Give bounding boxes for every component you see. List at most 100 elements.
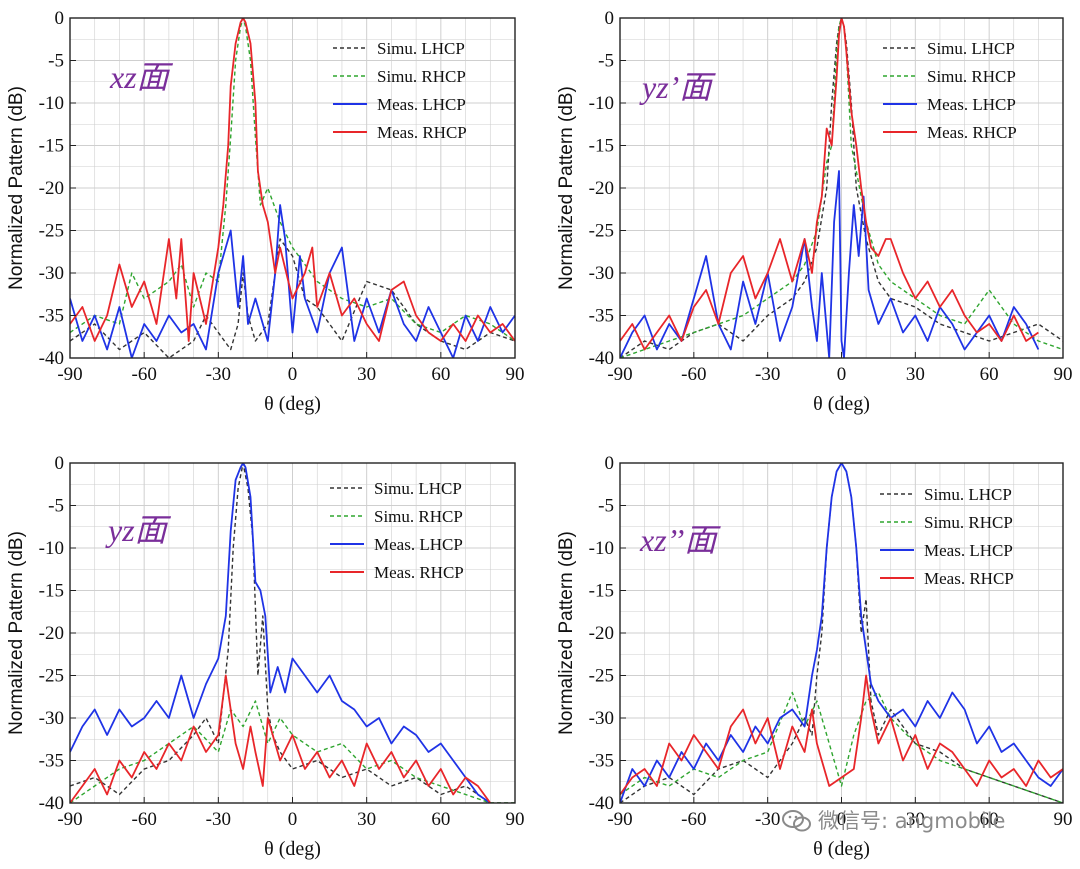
y-tick-label: -25 — [39, 666, 64, 687]
y-tick-label: 0 — [605, 8, 615, 29]
y-tick-label: -15 — [589, 136, 614, 157]
legend-label-simu-lhcp: Simu. LHCP — [927, 39, 1015, 58]
y-tick-label: -25 — [39, 221, 64, 242]
y-axis-label: Normalized Pattern (dB) — [556, 86, 577, 290]
x-tick-label: 90 — [1054, 809, 1073, 830]
y-tick-label: -35 — [39, 306, 64, 327]
legend-label-simu-lhcp: Simu. LHCP — [377, 39, 465, 58]
x-tick-label: -90 — [607, 809, 632, 830]
y-tick-label: -35 — [589, 751, 614, 772]
chart-panel-top-right: -90 -60 -30 0 30 60 90 0 -5 -10 -15 -20 -25 -30 -35 -40… — [556, 8, 1073, 415]
x-tick-label: 60 — [431, 364, 450, 385]
x-tick-label: -30 — [206, 364, 231, 385]
legend: Simu. LHCP Simu. RHCP Meas. LHCP Meas. RHCP — [883, 39, 1017, 142]
y-tick-label: -20 — [589, 623, 614, 644]
legend: Simu. LHCP Simu. RHCP Meas. LHCP Meas. RHCP — [333, 39, 467, 142]
series-line-meas-rhcp — [620, 674, 1063, 796]
x-tick-label: -30 — [206, 809, 231, 830]
y-axis-label: Normalized Pattern (dB) — [6, 86, 27, 290]
wechat-icon — [782, 810, 811, 832]
x-tick-label: 0 — [837, 809, 847, 830]
legend-label-meas-rhcp: Meas. RHCP — [924, 569, 1014, 588]
x-tick-label: 90 — [506, 364, 525, 385]
watermark-text: 微信号: angmobile — [818, 809, 1006, 833]
series-line-simu-lhcp — [70, 463, 515, 803]
y-tick-label: 0 — [55, 8, 65, 29]
x-tick-label: -90 — [57, 809, 82, 830]
x-tick-label: -30 — [755, 809, 780, 830]
y-tick-label: -20 — [39, 178, 64, 199]
x-tick-label: 90 — [506, 809, 525, 830]
series-line-simu-rhcp — [620, 691, 1063, 803]
y-axis-label: Normalized Pattern (dB) — [6, 531, 27, 735]
series-line-simu-lhcp — [70, 238, 515, 358]
y-tick-label: -25 — [589, 666, 614, 687]
series-line-meas-lhcp — [620, 170, 1040, 358]
y-tick-label: 0 — [605, 453, 615, 474]
y-tick-label: -15 — [39, 136, 64, 157]
chart-panel-bottom-left: -90 -60 -30 0 30 60 90 0 -5 -10 -15 -20 -25 -30 -35 -40… — [6, 453, 525, 860]
y-tick-label: -5 — [48, 51, 64, 72]
x-axis-label: θ (deg) — [264, 838, 321, 860]
x-tick-label: -90 — [607, 364, 632, 385]
y-tick-label: -25 — [589, 221, 614, 242]
series-line-simu-rhcp — [70, 700, 515, 803]
x-tick-label: 60 — [980, 809, 999, 830]
y-tick-label: -30 — [589, 263, 614, 284]
legend-label-simu-lhcp: Simu. LHCP — [924, 485, 1012, 504]
y-axis-label: Normalized Pattern (dB) — [556, 531, 577, 735]
legend-label-simu-rhcp: Simu. RHCP — [924, 513, 1013, 532]
legend-label-simu-rhcp: Simu. RHCP — [377, 67, 466, 86]
series-line-simu-rhcp — [70, 18, 515, 342]
x-tick-label: -60 — [681, 364, 706, 385]
legend: Simu. LHCP Simu. RHCP Meas. LHCP Meas. RHCP — [330, 479, 464, 582]
y-tick-label: 0 — [55, 453, 65, 474]
plane-label: xz’’面 — [639, 522, 721, 558]
x-axis-label: θ (deg) — [813, 393, 870, 415]
legend-label-meas-rhcp: Meas. RHCP — [377, 123, 467, 142]
y-tick-label: -10 — [39, 538, 64, 559]
x-tick-label: 0 — [288, 809, 298, 830]
plane-label: yz面 — [105, 512, 172, 548]
y-tick-label: -30 — [39, 263, 64, 284]
series-line-meas-lhcp — [70, 204, 515, 358]
x-axis-label: θ (deg) — [813, 838, 870, 860]
plane-label: yz’面 — [639, 69, 716, 105]
y-tick-label: -30 — [589, 708, 614, 729]
legend-label-meas-rhcp: Meas. RHCP — [374, 563, 464, 582]
series-line-simu-lhcp — [620, 18, 1063, 358]
x-tick-label: -30 — [755, 364, 780, 385]
x-tick-label: 30 — [357, 364, 376, 385]
series-line-meas-rhcp — [70, 18, 515, 342]
x-tick-label: -60 — [681, 809, 706, 830]
x-tick-label: 0 — [837, 364, 847, 385]
y-tick-label: -5 — [48, 496, 64, 517]
y-tick-label: -5 — [598, 496, 614, 517]
chart-panel-top-left: -90 -60 -30 0 30 60 90 0 -5 -10 -15 -20 -25 -30 -35 -40… — [6, 8, 525, 415]
x-tick-label: 30 — [906, 364, 925, 385]
y-tick-label: -10 — [589, 538, 614, 559]
plane-label: xz面 — [109, 59, 174, 95]
x-tick-label: -60 — [132, 809, 157, 830]
legend-label-meas-lhcp: Meas. LHCP — [924, 541, 1013, 560]
legend-label-meas-lhcp: Meas. LHCP — [377, 95, 466, 114]
y-tick-label: -10 — [39, 93, 64, 114]
legend-label-simu-rhcp: Simu. RHCP — [927, 67, 1016, 86]
legend: Simu. LHCP Simu. RHCP Meas. LHCP Meas. RHCP — [880, 485, 1014, 588]
y-tick-label: -30 — [39, 708, 64, 729]
y-tick-label: -10 — [589, 93, 614, 114]
y-tick-label: -40 — [39, 793, 64, 814]
chart-panel-bottom-right: -90 -60 -30 0 30 60 90 0 -5 -10 -15 -20 -25 -30 -35 -40… — [556, 453, 1073, 860]
y-tick-label: -20 — [589, 178, 614, 199]
legend-label-meas-lhcp: Meas. LHCP — [374, 535, 463, 554]
y-tick-label: -15 — [589, 581, 614, 602]
legend-label-meas-lhcp: Meas. LHCP — [927, 95, 1016, 114]
x-tick-label: 0 — [288, 364, 298, 385]
legend-label-simu-rhcp: Simu. RHCP — [374, 507, 463, 526]
watermark: 微信号: angmobile — [782, 805, 1005, 835]
x-tick-label: 90 — [1054, 364, 1073, 385]
y-tick-label: -20 — [39, 623, 64, 644]
series-line-meas-rhcp — [620, 18, 1039, 351]
series-line-meas-lhcp — [620, 463, 1063, 803]
legend-label-simu-lhcp: Simu. LHCP — [374, 479, 462, 498]
